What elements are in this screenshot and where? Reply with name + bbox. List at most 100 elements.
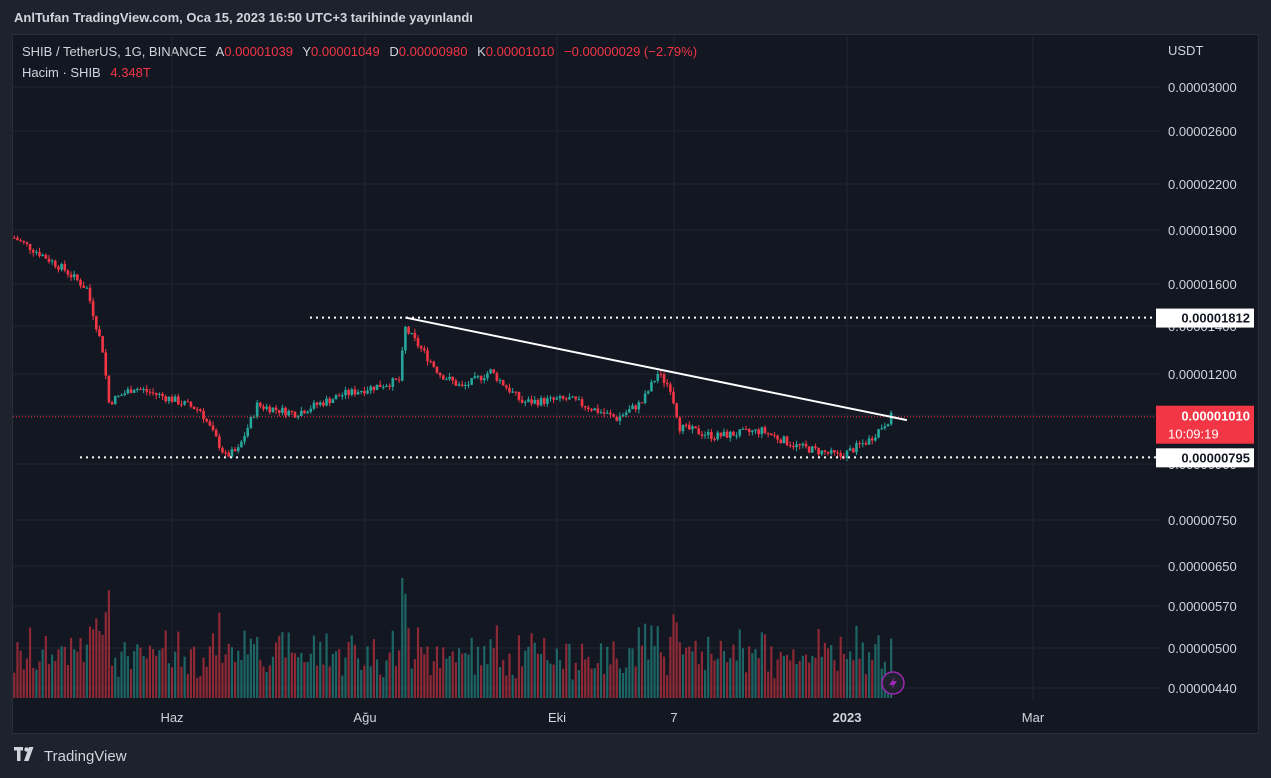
- candle-body: [129, 389, 133, 393]
- change-value: −0.00000029 (−2.79%): [564, 44, 698, 59]
- high-label: Y: [302, 44, 312, 59]
- candle-body: [94, 316, 98, 330]
- volume-bar: [224, 654, 227, 698]
- volume-bar: [265, 671, 268, 698]
- candle-body: [618, 416, 622, 421]
- volume-bar: [763, 634, 767, 698]
- candle-body: [829, 450, 833, 454]
- volume-bar: [350, 635, 353, 698]
- candle-body: [747, 429, 751, 433]
- candle-body: [609, 412, 612, 415]
- candle-body: [287, 410, 291, 416]
- support-badge: [1156, 448, 1254, 468]
- volume-bar: [145, 658, 148, 698]
- volume-bar: [262, 666, 265, 698]
- volume-bar: [69, 637, 73, 698]
- volume-bar: [398, 650, 401, 698]
- candle-body: [318, 402, 322, 405]
- volume-bar: [845, 658, 849, 698]
- volume-bar: [473, 674, 476, 698]
- volume-bar: [852, 660, 855, 698]
- volume-bar: [527, 646, 530, 698]
- candle-body: [113, 396, 117, 405]
- candle-body: [451, 376, 455, 381]
- volume-bar: [133, 651, 136, 698]
- volume-bar: [233, 662, 237, 698]
- candle-body: [684, 424, 688, 426]
- volume-label[interactable]: Hacim · SHIB: [22, 65, 101, 80]
- volume-bar: [508, 653, 511, 698]
- volume-bar: [375, 659, 379, 698]
- candle-body: [350, 389, 354, 395]
- candle-body: [769, 433, 773, 436]
- volume-bar: [202, 657, 205, 698]
- candle-body: [19, 240, 22, 242]
- candle-body: [555, 398, 559, 400]
- lightning-icon[interactable]: [881, 671, 905, 695]
- candle-body: [382, 386, 385, 388]
- volume-bar: [798, 660, 801, 698]
- volume-bar: [196, 677, 199, 698]
- candle-body: [694, 426, 697, 429]
- volume-bar: [748, 646, 751, 698]
- candle-body: [214, 429, 218, 437]
- candle-body: [309, 408, 313, 412]
- candle-body: [703, 435, 707, 437]
- candle-body: [173, 396, 177, 402]
- candle-body: [558, 396, 562, 399]
- candle-body: [889, 412, 893, 425]
- countdown-badge-text: 10:09:19: [1168, 427, 1219, 442]
- candle-body: [653, 380, 656, 383]
- volume-bar: [353, 644, 357, 698]
- candle-body: [590, 409, 593, 411]
- volume-bar: [325, 633, 328, 698]
- support-badge-text: 0.00000795: [1181, 450, 1250, 465]
- symbol-name[interactable]: SHIB / TetherUS, 1G, BINANCE: [22, 44, 207, 59]
- candle-body: [372, 386, 376, 390]
- candle-body: [356, 392, 360, 395]
- volume-bar: [394, 666, 398, 698]
- volume-bar: [315, 665, 319, 698]
- volume-bar: [281, 632, 284, 698]
- candle-body: [514, 391, 518, 393]
- candle-body: [489, 369, 492, 374]
- candle-body: [814, 446, 817, 449]
- volume-bar: [120, 651, 123, 698]
- candle-body: [583, 406, 587, 408]
- volume-bar: [729, 658, 732, 698]
- candle-body: [549, 397, 552, 399]
- volume-bar: [57, 649, 60, 698]
- time-axis-tick: 2023: [833, 710, 862, 725]
- volume-bar: [331, 653, 334, 698]
- candle-body: [659, 374, 663, 376]
- volume-bar: [404, 593, 407, 698]
- footer-brand[interactable]: TradingView: [14, 746, 127, 766]
- candle-body: [404, 326, 407, 351]
- candle-body: [441, 375, 445, 380]
- candle-body: [716, 432, 719, 440]
- candle-body: [530, 399, 533, 404]
- candle-body: [795, 444, 798, 448]
- candle-body: [183, 401, 186, 405]
- candle-body: [177, 396, 180, 405]
- volume-bar: [647, 659, 650, 698]
- candle-body: [284, 407, 287, 416]
- candle-body: [416, 338, 420, 347]
- volume-bar: [82, 662, 85, 698]
- candle-body: [852, 448, 855, 453]
- candle-body: [776, 435, 779, 440]
- volume-legend: Hacim · SHIB 4.348T: [22, 65, 151, 80]
- candle-body: [621, 415, 625, 417]
- candle-body: [66, 270, 70, 275]
- volume-bar: [707, 636, 710, 698]
- candle-body: [218, 436, 221, 448]
- price-axis-tick: 0.00001600: [1168, 277, 1237, 292]
- candle-body: [741, 428, 745, 430]
- candle-body: [199, 409, 202, 411]
- candle-body: [886, 424, 890, 427]
- volume-bar: [51, 654, 54, 698]
- candle-body: [460, 384, 464, 386]
- volume-bar: [703, 670, 707, 698]
- candle-body: [79, 280, 82, 286]
